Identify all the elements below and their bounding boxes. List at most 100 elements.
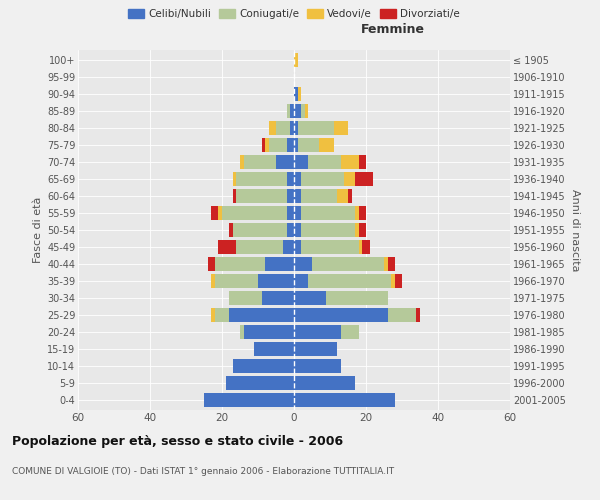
Bar [298,87,301,101]
Bar [290,121,294,135]
Bar [301,189,337,203]
Bar [218,240,236,254]
Bar [269,121,276,135]
Bar [233,359,294,373]
Bar [287,104,290,118]
Bar [294,104,301,118]
Bar [294,325,341,339]
Bar [355,206,359,220]
Bar [294,121,298,135]
Bar [276,155,294,169]
Bar [359,240,362,254]
Bar [215,257,265,271]
Bar [308,274,391,288]
Bar [283,240,294,254]
Text: Popolazione per età, sesso e stato civile - 2006: Popolazione per età, sesso e stato civil… [12,435,343,448]
Y-axis label: Fasce di età: Fasce di età [32,197,43,263]
Bar [229,308,294,322]
Bar [294,138,298,152]
Bar [355,172,373,186]
Bar [355,223,359,237]
Bar [294,274,308,288]
Bar [233,223,287,237]
Bar [236,240,283,254]
Bar [294,359,341,373]
Bar [326,291,388,305]
Bar [287,223,294,237]
Bar [265,138,269,152]
Text: COMUNE DI VALGIOIE (TO) - Dati ISTAT 1° gennaio 2006 - Elaborazione TUTTITALIA.I: COMUNE DI VALGIOIE (TO) - Dati ISTAT 1° … [12,468,394,476]
Bar [359,155,366,169]
Bar [308,155,341,169]
Bar [294,223,301,237]
Bar [294,308,388,322]
Bar [269,138,287,152]
Bar [294,172,301,186]
Bar [294,87,298,101]
Bar [262,291,294,305]
Bar [287,172,294,186]
Bar [233,189,236,203]
Bar [204,393,294,407]
Bar [290,104,294,118]
Bar [359,223,366,237]
Bar [359,206,366,220]
Bar [265,257,294,271]
Bar [395,274,402,288]
Bar [312,257,384,271]
Bar [208,257,215,271]
Bar [244,155,276,169]
Bar [254,342,294,356]
Bar [244,325,294,339]
Bar [236,189,287,203]
Bar [294,257,312,271]
Bar [211,274,215,288]
Bar [337,189,348,203]
Bar [388,257,395,271]
Bar [305,104,308,118]
Bar [298,138,319,152]
Bar [298,121,334,135]
Bar [236,172,287,186]
Bar [215,274,258,288]
Bar [416,308,420,322]
Bar [294,240,301,254]
Bar [258,274,294,288]
Bar [294,155,308,169]
Bar [391,274,395,288]
Bar [301,223,355,237]
Bar [294,393,395,407]
Bar [226,376,294,390]
Bar [341,155,359,169]
Bar [287,138,294,152]
Bar [294,376,355,390]
Bar [222,206,287,220]
Bar [294,53,298,67]
Bar [215,308,229,322]
Bar [301,206,355,220]
Bar [319,138,334,152]
Bar [301,172,344,186]
Bar [301,240,359,254]
Bar [211,308,215,322]
Bar [287,189,294,203]
Bar [287,206,294,220]
Bar [294,291,326,305]
Legend: Celibi/Nubili, Coniugati/e, Vedovi/e, Divorziati/e: Celibi/Nubili, Coniugati/e, Vedovi/e, Di… [124,5,464,24]
Bar [384,257,388,271]
Bar [276,121,290,135]
Bar [294,206,301,220]
Bar [240,325,244,339]
Bar [348,189,352,203]
Bar [229,223,233,237]
Bar [240,155,244,169]
Bar [341,325,359,339]
Bar [262,138,265,152]
Bar [218,206,222,220]
Bar [229,291,262,305]
Bar [211,206,218,220]
Bar [388,308,416,322]
Bar [362,240,370,254]
Bar [294,342,337,356]
Bar [334,121,348,135]
